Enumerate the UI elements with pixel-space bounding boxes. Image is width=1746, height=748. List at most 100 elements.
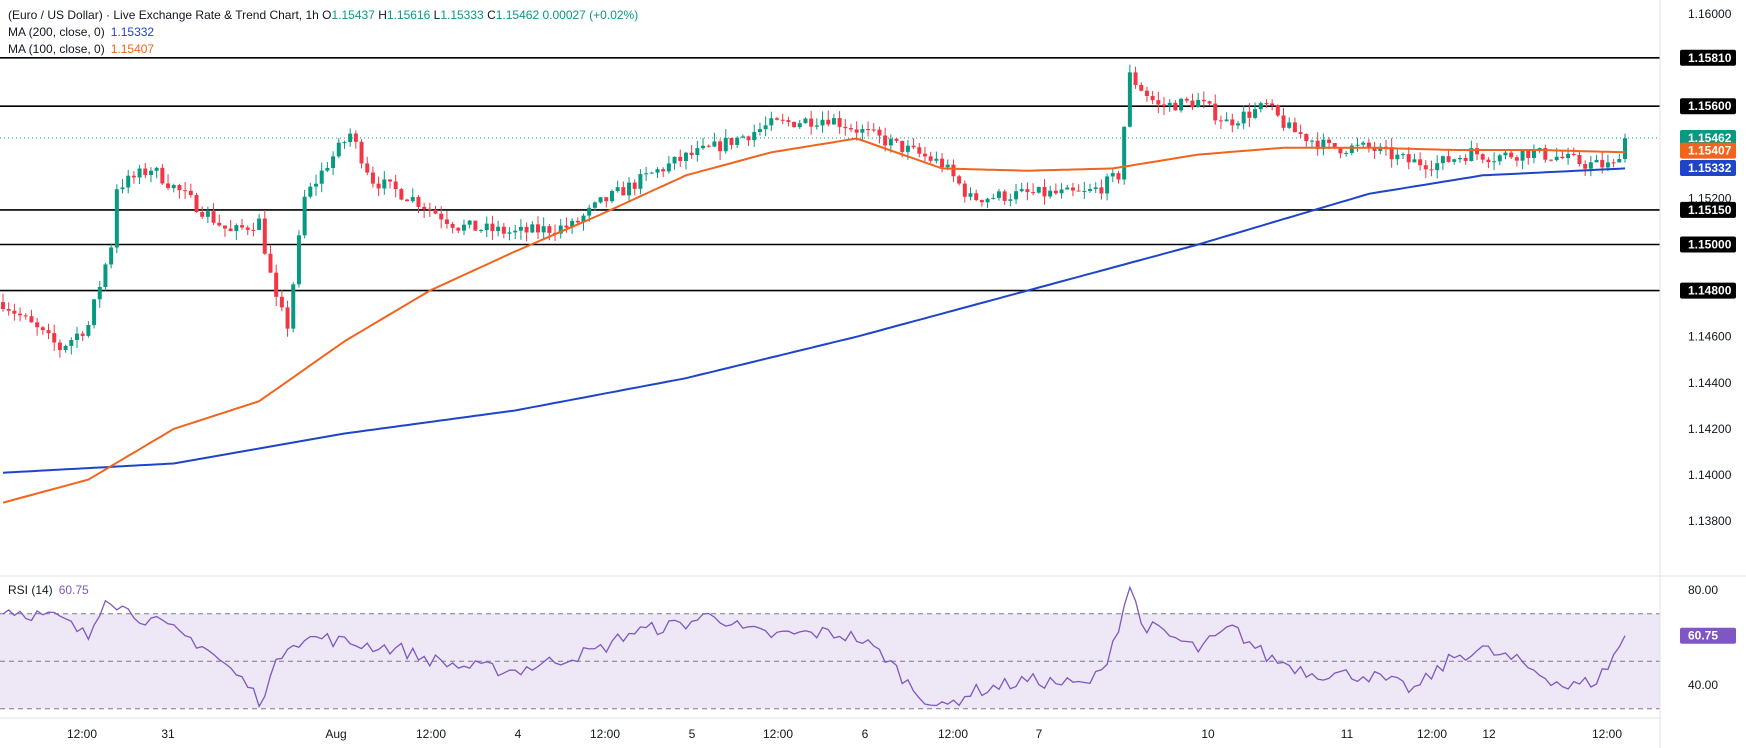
- candle-body: [211, 211, 216, 223]
- level-tag-1.15810-bg: [1680, 49, 1736, 66]
- candle-body: [353, 133, 358, 142]
- candle-body: [1048, 190, 1053, 197]
- open-label: O: [322, 8, 332, 22]
- candle-body: [848, 128, 853, 130]
- candle-body: [570, 220, 575, 228]
- candle-body: [331, 156, 336, 168]
- ma200-tag: 1.15332: [1688, 161, 1732, 175]
- high-label: H: [378, 8, 387, 22]
- candle-body: [342, 142, 347, 144]
- candle-body: [473, 220, 478, 231]
- candle-body: [160, 167, 165, 184]
- candle-body: [114, 189, 119, 248]
- candle-body: [131, 175, 136, 178]
- candle-body: [1133, 72, 1138, 85]
- candle-body: [1036, 186, 1041, 193]
- candle-body: [467, 220, 472, 225]
- candle-body: [120, 187, 125, 190]
- time-tick-label: 31: [161, 727, 175, 741]
- candle-body: [1401, 154, 1406, 156]
- candle-body: [262, 218, 267, 254]
- candle-body: [1338, 148, 1343, 154]
- candle-body: [234, 225, 239, 232]
- candle-body: [439, 213, 444, 220]
- time-tick-label: 12:00: [67, 727, 97, 741]
- candle-body: [1167, 102, 1172, 107]
- candle-body: [1617, 159, 1622, 163]
- candle-body: [786, 120, 791, 122]
- candle-body: [1309, 140, 1314, 142]
- candle-body: [1190, 100, 1195, 108]
- ma200-line: [2, 167, 1626, 474]
- candle-body: [757, 129, 762, 132]
- candle-body: [820, 119, 825, 126]
- candle-body: [689, 152, 694, 156]
- candle-body: [1241, 111, 1246, 124]
- candle-body: [1076, 190, 1081, 192]
- candle-body: [1497, 155, 1502, 162]
- candle-body: [581, 215, 586, 223]
- candle-body: [1207, 101, 1212, 104]
- candle-body: [376, 183, 381, 189]
- candle-body: [1355, 144, 1360, 146]
- candle-body: [1463, 157, 1468, 161]
- candle-body: [484, 223, 489, 231]
- candle-body: [1173, 102, 1178, 111]
- candle-body: [422, 206, 427, 209]
- candle-body: [1065, 187, 1070, 190]
- candle-body: [1327, 139, 1332, 143]
- candle-body: [319, 170, 324, 184]
- candle-body: [883, 135, 888, 146]
- time-tick-label: 12:00: [763, 727, 793, 741]
- time-tick-label: 12:00: [590, 727, 620, 741]
- candle-body: [46, 330, 51, 334]
- candle-body: [666, 163, 671, 172]
- candle-body: [166, 183, 171, 189]
- candle-body: [1623, 138, 1627, 160]
- price-tick-label: 1.15200: [1688, 191, 1732, 205]
- candle-body: [1002, 191, 1007, 201]
- candle-body: [797, 123, 802, 128]
- rsi-pane: [0, 585, 1660, 710]
- candle-body: [638, 174, 643, 189]
- ma100-line: [2, 137, 1626, 504]
- candle-body: [80, 333, 85, 336]
- candle-body: [558, 225, 563, 234]
- candle-body: [1469, 148, 1474, 161]
- candle-body: [1531, 150, 1536, 159]
- candle-body: [746, 136, 751, 141]
- candle-body: [792, 121, 797, 128]
- legend-ma100[interactable]: MA (100, close, 0) 1.15407: [8, 41, 154, 57]
- time-tick-label: 12:00: [1592, 727, 1622, 741]
- candle-body: [1611, 162, 1616, 164]
- close-value: 1.15462: [495, 8, 540, 22]
- candle-body: [490, 223, 495, 232]
- candle-body: [370, 172, 375, 184]
- legend-ma200[interactable]: MA (200, close, 0) 1.15332: [8, 24, 154, 40]
- candle-body: [137, 168, 142, 178]
- candle-body: [655, 169, 660, 173]
- candle-body: [803, 118, 808, 124]
- time-tick-label: Aug: [325, 727, 346, 741]
- candle-body: [1224, 119, 1229, 122]
- candle-body: [314, 183, 319, 187]
- legend-rsi[interactable]: RSI (14) 60.75: [8, 582, 89, 598]
- time-tick-label: 6: [862, 727, 869, 741]
- candle-body: [769, 118, 774, 126]
- candle-body: [564, 225, 569, 228]
- candle-body: [52, 333, 57, 343]
- candle-body: [598, 197, 603, 203]
- candle-body: [609, 191, 614, 202]
- candle-body: [1042, 186, 1047, 197]
- level-tag-1.15600: 1.15600: [1688, 99, 1732, 113]
- candle-body: [911, 145, 916, 148]
- candle-body: [1156, 100, 1161, 105]
- candle-body: [302, 196, 307, 236]
- price-tick-label: 1.13800: [1688, 514, 1732, 528]
- candle-body: [1088, 188, 1093, 191]
- candle-body: [279, 296, 284, 308]
- candle-body: [29, 316, 34, 323]
- candle-body: [1258, 103, 1263, 110]
- level-tag-1.15810: 1.15810: [1688, 51, 1732, 65]
- candle-body: [922, 153, 927, 157]
